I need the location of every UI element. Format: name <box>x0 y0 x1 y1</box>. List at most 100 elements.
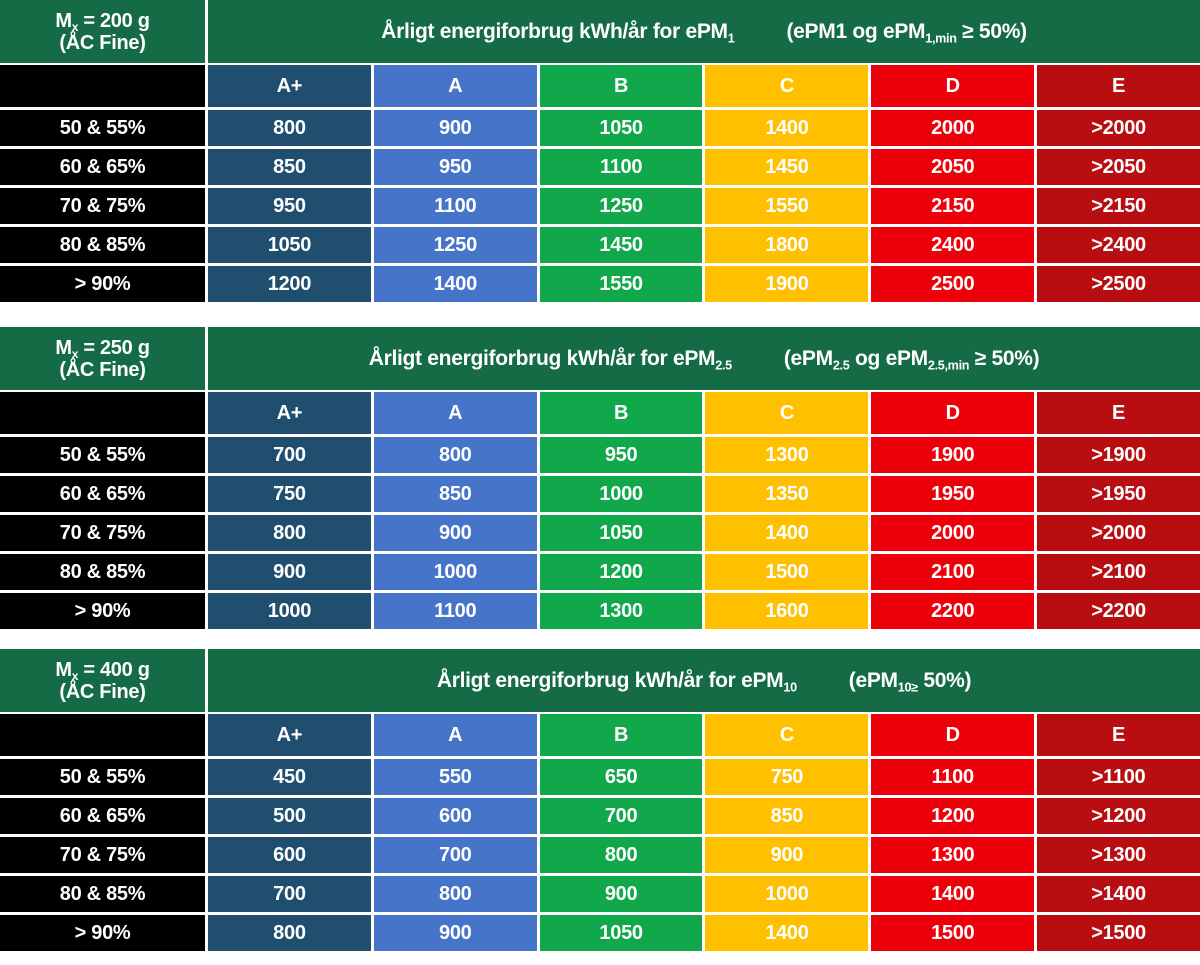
text-segment: Årligt energiforbrug kWh/år for ePM <box>436 668 784 692</box>
class-header-a-plus: A+ <box>208 392 371 434</box>
text-segment: = 200 g <box>78 9 150 32</box>
value-cell: 600 <box>208 837 371 873</box>
class-header-d: D <box>871 392 1035 434</box>
table-row: 50 & 55% 450 550 650 750 1100 >1100 <box>0 759 1200 795</box>
value-cell: 2400 <box>871 227 1035 263</box>
value-cell: 550 <box>373 759 537 795</box>
class-header-a-plus: A+ <box>208 65 371 107</box>
value-cell: >1900 <box>1037 437 1200 473</box>
energy-table-epm1: Mx = 200 g (ÅC Fine) Årligt energiforbrug … <box>0 0 1200 302</box>
text-segment: Årligt energiforbrug kWh/år for ePM <box>368 346 716 370</box>
value-cell: 1100 <box>373 593 537 629</box>
value-cell: 750 <box>705 759 869 795</box>
value-cell: 2100 <box>871 554 1035 590</box>
class-header-c: C <box>705 65 869 107</box>
mx-value: Mx = 400 g <box>55 658 150 682</box>
value-cell: 1000 <box>373 554 537 590</box>
text-segment: M <box>55 336 72 359</box>
table-title-condition: (ePM1 og ePM1,min ≥ 50%) <box>786 20 1027 45</box>
table-row: 60 & 65% 850 950 1100 1450 2050 >2050 <box>0 149 1200 185</box>
value-cell: 1900 <box>871 437 1035 473</box>
value-cell: 1100 <box>539 149 703 185</box>
class-header-c: C <box>705 714 869 756</box>
table-title-main: Årligt energiforbrug kWh/år for ePM10 <box>436 668 797 694</box>
value-cell: >2150 <box>1037 188 1200 224</box>
table-row: 70 & 75% 600 700 800 900 1300 >1300 <box>0 837 1200 873</box>
value-cell: 700 <box>208 876 371 912</box>
value-cell: 1300 <box>705 437 869 473</box>
value-cell: >2200 <box>1037 593 1200 629</box>
table-row: 50 & 55% 700 800 950 1300 1900 >1900 <box>0 437 1200 473</box>
class-header-a: A <box>373 392 537 434</box>
value-cell: 1600 <box>705 593 869 629</box>
text-segment: 50%) <box>917 668 972 692</box>
class-header-e: E <box>1037 65 1200 107</box>
value-cell: 2000 <box>871 515 1035 551</box>
value-cell: 700 <box>208 437 371 473</box>
text-segment: = 250 g <box>78 336 150 359</box>
value-cell: 2000 <box>871 110 1035 146</box>
value-cell: 700 <box>539 798 703 834</box>
class-header-a: A <box>373 65 537 107</box>
text-segment: ≥ 50%) <box>969 346 1040 370</box>
text-segment: (ePM <box>783 346 833 370</box>
value-cell: 1550 <box>705 188 869 224</box>
table-row: > 90% 1000 1100 1300 1600 2200 >2200 <box>0 593 1200 629</box>
row-label: 70 & 75% <box>0 515 205 551</box>
subscript-text: 2.5 <box>715 357 732 372</box>
text-segment: M <box>55 658 72 681</box>
subscript-text: 2.5,min <box>927 357 970 372</box>
energy-table-epm10: Mx = 400 g (ÅC Fine) Årligt energiforbrug … <box>0 649 1200 951</box>
table-title: Årligt energiforbrug kWh/år for ePM10 (eP… <box>208 649 1200 712</box>
value-cell: 1400 <box>373 266 537 302</box>
value-cell: 1400 <box>705 915 869 951</box>
class-header-a: A <box>373 714 537 756</box>
table-row: 50 & 55% 800 900 1050 1400 2000 >2000 <box>0 110 1200 146</box>
value-cell: >1200 <box>1037 798 1200 834</box>
value-cell: 1800 <box>705 227 869 263</box>
value-cell: 1400 <box>705 515 869 551</box>
row-label: > 90% <box>0 593 205 629</box>
text-segment: = 400 g <box>78 658 150 681</box>
mx-value: Mx = 250 g <box>55 336 150 360</box>
row-label: 80 & 85% <box>0 876 205 912</box>
value-cell: 1050 <box>539 110 703 146</box>
value-cell: 800 <box>539 837 703 873</box>
value-cell: 1000 <box>208 593 371 629</box>
mx-header-cell: Mx = 400 g (ÅC Fine) <box>0 649 205 712</box>
table-title-main: Årligt energiforbrug kWh/år for ePM1 <box>381 20 735 45</box>
row-label: 80 & 85% <box>0 554 205 590</box>
value-cell: >1100 <box>1037 759 1200 795</box>
corner-cell <box>0 65 205 107</box>
value-cell: 950 <box>539 437 703 473</box>
text-segment: (ePM <box>848 668 898 692</box>
value-cell: 2050 <box>871 149 1035 185</box>
value-cell: >2500 <box>1037 266 1200 302</box>
row-label: 50 & 55% <box>0 759 205 795</box>
value-cell: 800 <box>208 915 371 951</box>
subscript-text: 1 <box>727 30 735 45</box>
row-label: 50 & 55% <box>0 437 205 473</box>
table-header-row: Mx = 400 g (ÅC Fine) Årligt energiforbrug … <box>0 649 1200 712</box>
value-cell: 1250 <box>373 227 537 263</box>
table-title-condition: (ePM10≥ 50%) <box>848 668 972 694</box>
value-cell: 950 <box>373 149 537 185</box>
value-cell: >2050 <box>1037 149 1200 185</box>
value-cell: >2000 <box>1037 515 1200 551</box>
table-title: Årligt energiforbrug kWh/år for ePM2.5 (e… <box>208 327 1200 390</box>
value-cell: 2500 <box>871 266 1035 302</box>
text-segment: M <box>55 9 72 32</box>
value-cell: 950 <box>208 188 371 224</box>
value-cell: 850 <box>705 798 869 834</box>
mx-header-cell: Mx = 200 g (ÅC Fine) <box>0 0 205 63</box>
value-cell: 900 <box>705 837 869 873</box>
value-cell: 1200 <box>871 798 1035 834</box>
text-segment: og ePM <box>849 346 928 370</box>
value-cell: 1450 <box>705 149 869 185</box>
value-cell: 900 <box>373 915 537 951</box>
table-row: 60 & 65% 750 850 1000 1350 1950 >1950 <box>0 476 1200 512</box>
value-cell: >1500 <box>1037 915 1200 951</box>
value-cell: >1950 <box>1037 476 1200 512</box>
class-header-b: B <box>539 392 703 434</box>
